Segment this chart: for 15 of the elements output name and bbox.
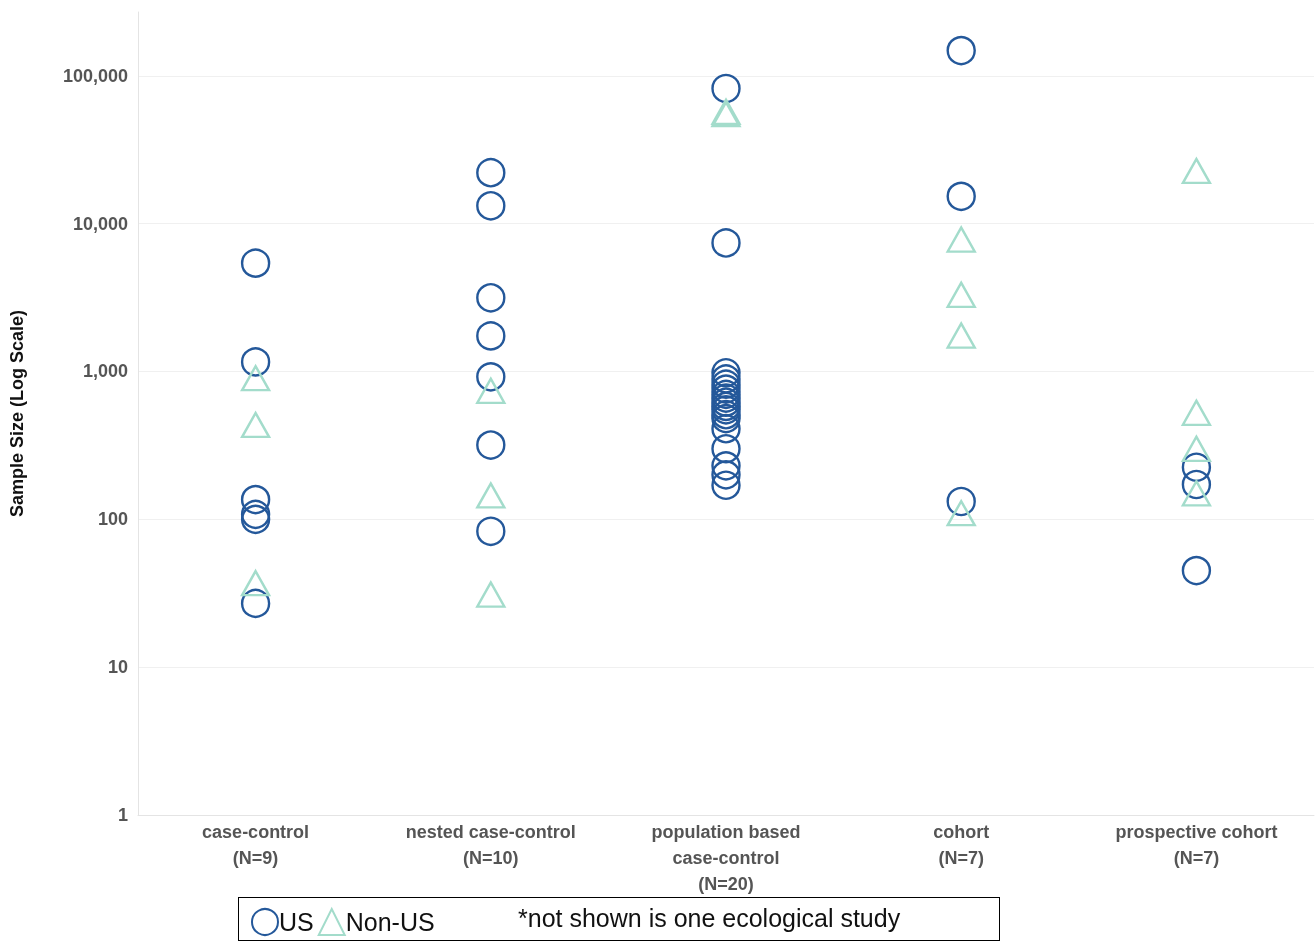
legend-label: Non-US bbox=[345, 908, 435, 936]
x-tick-label: nested case-control (N=10) bbox=[405, 822, 576, 868]
y-tick-label: 10,000 bbox=[72, 213, 128, 234]
y-tick-label: 1,000 bbox=[82, 361, 128, 382]
x-tick-label: population based case-control (N=20) bbox=[651, 822, 801, 894]
y-axis-title: Sample Size (Log Scale) bbox=[7, 309, 27, 518]
y-tick-label: 10 bbox=[107, 657, 128, 678]
x-tick-label: prospective cohort (N=7) bbox=[1115, 822, 1278, 868]
y-tick-label: 100,000 bbox=[62, 65, 128, 86]
y-tick-label: 100 bbox=[97, 509, 128, 530]
x-tick-label: case-control (N=9) bbox=[202, 822, 310, 868]
y-tick-label: 1 bbox=[117, 805, 128, 825]
legend-label: US bbox=[279, 908, 314, 936]
x-tick-label: cohort (N=7) bbox=[933, 822, 990, 868]
text: *not shown is one ecological study bbox=[518, 903, 901, 932]
